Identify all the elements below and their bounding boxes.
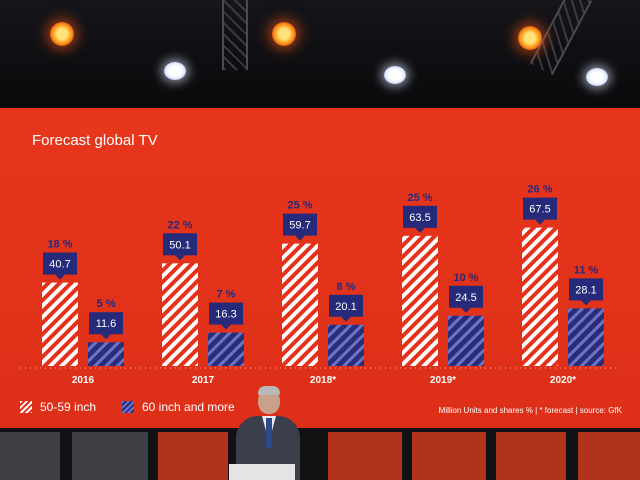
data-label: 50.1 xyxy=(169,239,190,251)
stage-light xyxy=(164,62,186,80)
share-label: 8 % xyxy=(337,281,356,293)
share-label: 5 % xyxy=(97,298,116,310)
share-label: 26 % xyxy=(527,184,552,196)
bar xyxy=(162,263,198,366)
value-label-pointer xyxy=(461,307,471,313)
tick-label: 2018* xyxy=(310,375,336,386)
lighting-truss xyxy=(222,0,248,70)
value-label-pointer xyxy=(55,274,65,280)
legend-item: 60 inch and more xyxy=(122,400,235,414)
legend-label: 60 inch and more xyxy=(142,400,235,414)
legend-swatch xyxy=(122,401,134,413)
data-label: 59.7 xyxy=(289,220,310,232)
chart-marks: 40.7 18 % 11.6 5 % 2016 50.1 22 % 16.3 7 % 2017 59… xyxy=(20,184,620,386)
chart-title: Forecast global TV xyxy=(32,132,158,149)
data-label: 24.5 xyxy=(455,292,476,304)
value-label-box xyxy=(163,233,197,256)
data-label: 63.5 xyxy=(409,212,430,224)
stage-panel xyxy=(158,432,228,480)
legend-item: 50-59 inch xyxy=(20,400,96,414)
stage-light xyxy=(50,22,74,46)
stage-panel xyxy=(496,432,566,480)
bar xyxy=(448,315,484,366)
value-label-box xyxy=(569,278,603,301)
bar xyxy=(88,342,124,366)
bar xyxy=(42,282,78,366)
stage-panel xyxy=(412,432,486,480)
value-label-pointer xyxy=(101,334,111,340)
value-label-box xyxy=(283,213,317,236)
tick-label: 2020* xyxy=(550,375,576,386)
stage-light xyxy=(272,22,296,46)
stage-light xyxy=(518,26,542,50)
value-label-pointer xyxy=(175,255,185,261)
data-label: 40.7 xyxy=(49,259,70,271)
stage-panel xyxy=(0,432,60,480)
stage-light xyxy=(586,68,608,86)
stage-light xyxy=(384,66,406,84)
stage-panel xyxy=(72,432,148,480)
share-label: 10 % xyxy=(453,272,478,284)
bar xyxy=(568,308,604,366)
value-label-box xyxy=(43,252,77,275)
value-label-pointer xyxy=(341,316,351,322)
data-label: 16.3 xyxy=(215,309,236,321)
value-label-box xyxy=(209,302,243,325)
share-label: 18 % xyxy=(47,239,72,251)
bar-chart: 40.7 18 % 11.6 5 % 2016 50.1 22 % 16.3 7 % 2017 59… xyxy=(20,184,620,386)
stage-panel xyxy=(578,432,640,480)
bar xyxy=(208,332,244,366)
value-label-pointer xyxy=(581,300,591,306)
source-note: Million Units and shares % | * forecast … xyxy=(438,406,622,415)
bar xyxy=(282,243,318,366)
legend-label: 50-59 inch xyxy=(40,400,97,414)
data-label: 28.1 xyxy=(575,284,596,296)
bar xyxy=(328,324,364,366)
share-label: 22 % xyxy=(167,219,192,231)
value-label-box xyxy=(89,312,123,335)
value-label-box xyxy=(403,205,437,228)
share-label: 7 % xyxy=(217,289,236,301)
data-label: 20.1 xyxy=(335,301,356,313)
share-label: 25 % xyxy=(287,200,312,212)
stage-panel xyxy=(328,432,402,480)
share-label: 11 % xyxy=(574,264,599,276)
stage-ceiling xyxy=(0,0,640,108)
bar xyxy=(402,235,438,366)
tick-label: 2016 xyxy=(72,375,95,386)
tick-label: 2019* xyxy=(430,375,456,386)
value-label-pointer xyxy=(221,324,231,330)
share-label: 25 % xyxy=(407,192,432,204)
projection-screen: Forecast global TV 40.7 18 % 11.6 5 % 2016 50… xyxy=(0,108,640,428)
speaker-tie xyxy=(266,418,272,448)
value-label-pointer xyxy=(295,235,305,241)
value-label-pointer xyxy=(415,227,425,233)
podium xyxy=(229,464,295,480)
data-label: 67.5 xyxy=(529,204,550,216)
tick-label: 2017 xyxy=(192,375,215,386)
value-label-box xyxy=(449,285,483,308)
speaker-hair xyxy=(258,386,280,395)
value-label-pointer xyxy=(535,219,545,225)
legend-swatch xyxy=(20,401,32,413)
value-label-box xyxy=(523,197,557,220)
data-label: 11.6 xyxy=(96,318,117,330)
bar xyxy=(522,227,558,366)
value-label-box xyxy=(329,294,363,317)
